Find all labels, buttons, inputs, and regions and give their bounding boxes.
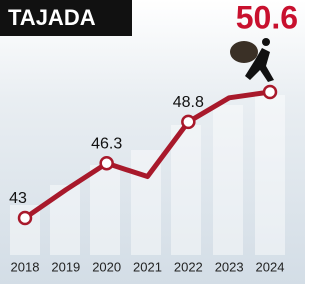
x-tick-label: 2023	[215, 259, 244, 274]
x-tick-label: 2020	[92, 259, 121, 274]
chart-title: TAJADA	[8, 5, 96, 30]
x-tick-label: 2018	[11, 259, 40, 274]
point-marker	[264, 86, 276, 98]
x-tick-label: 2024	[256, 259, 285, 274]
point-marker	[101, 157, 113, 169]
x-tick-label: 2019	[51, 259, 80, 274]
headline-value: 50.6	[236, 0, 298, 35]
value-label: 46.3	[91, 136, 122, 153]
x-tick-label: 2022	[174, 259, 203, 274]
chart: TAJADA 50.6 2018 2019 2020 2021 2022 2023 2024…	[0, 0, 305, 284]
value-label: 43	[9, 190, 27, 207]
value-label: 48.8	[173, 94, 204, 111]
point-marker	[19, 212, 31, 224]
point-marker	[182, 116, 194, 128]
x-tick-label: 2021	[133, 259, 162, 274]
